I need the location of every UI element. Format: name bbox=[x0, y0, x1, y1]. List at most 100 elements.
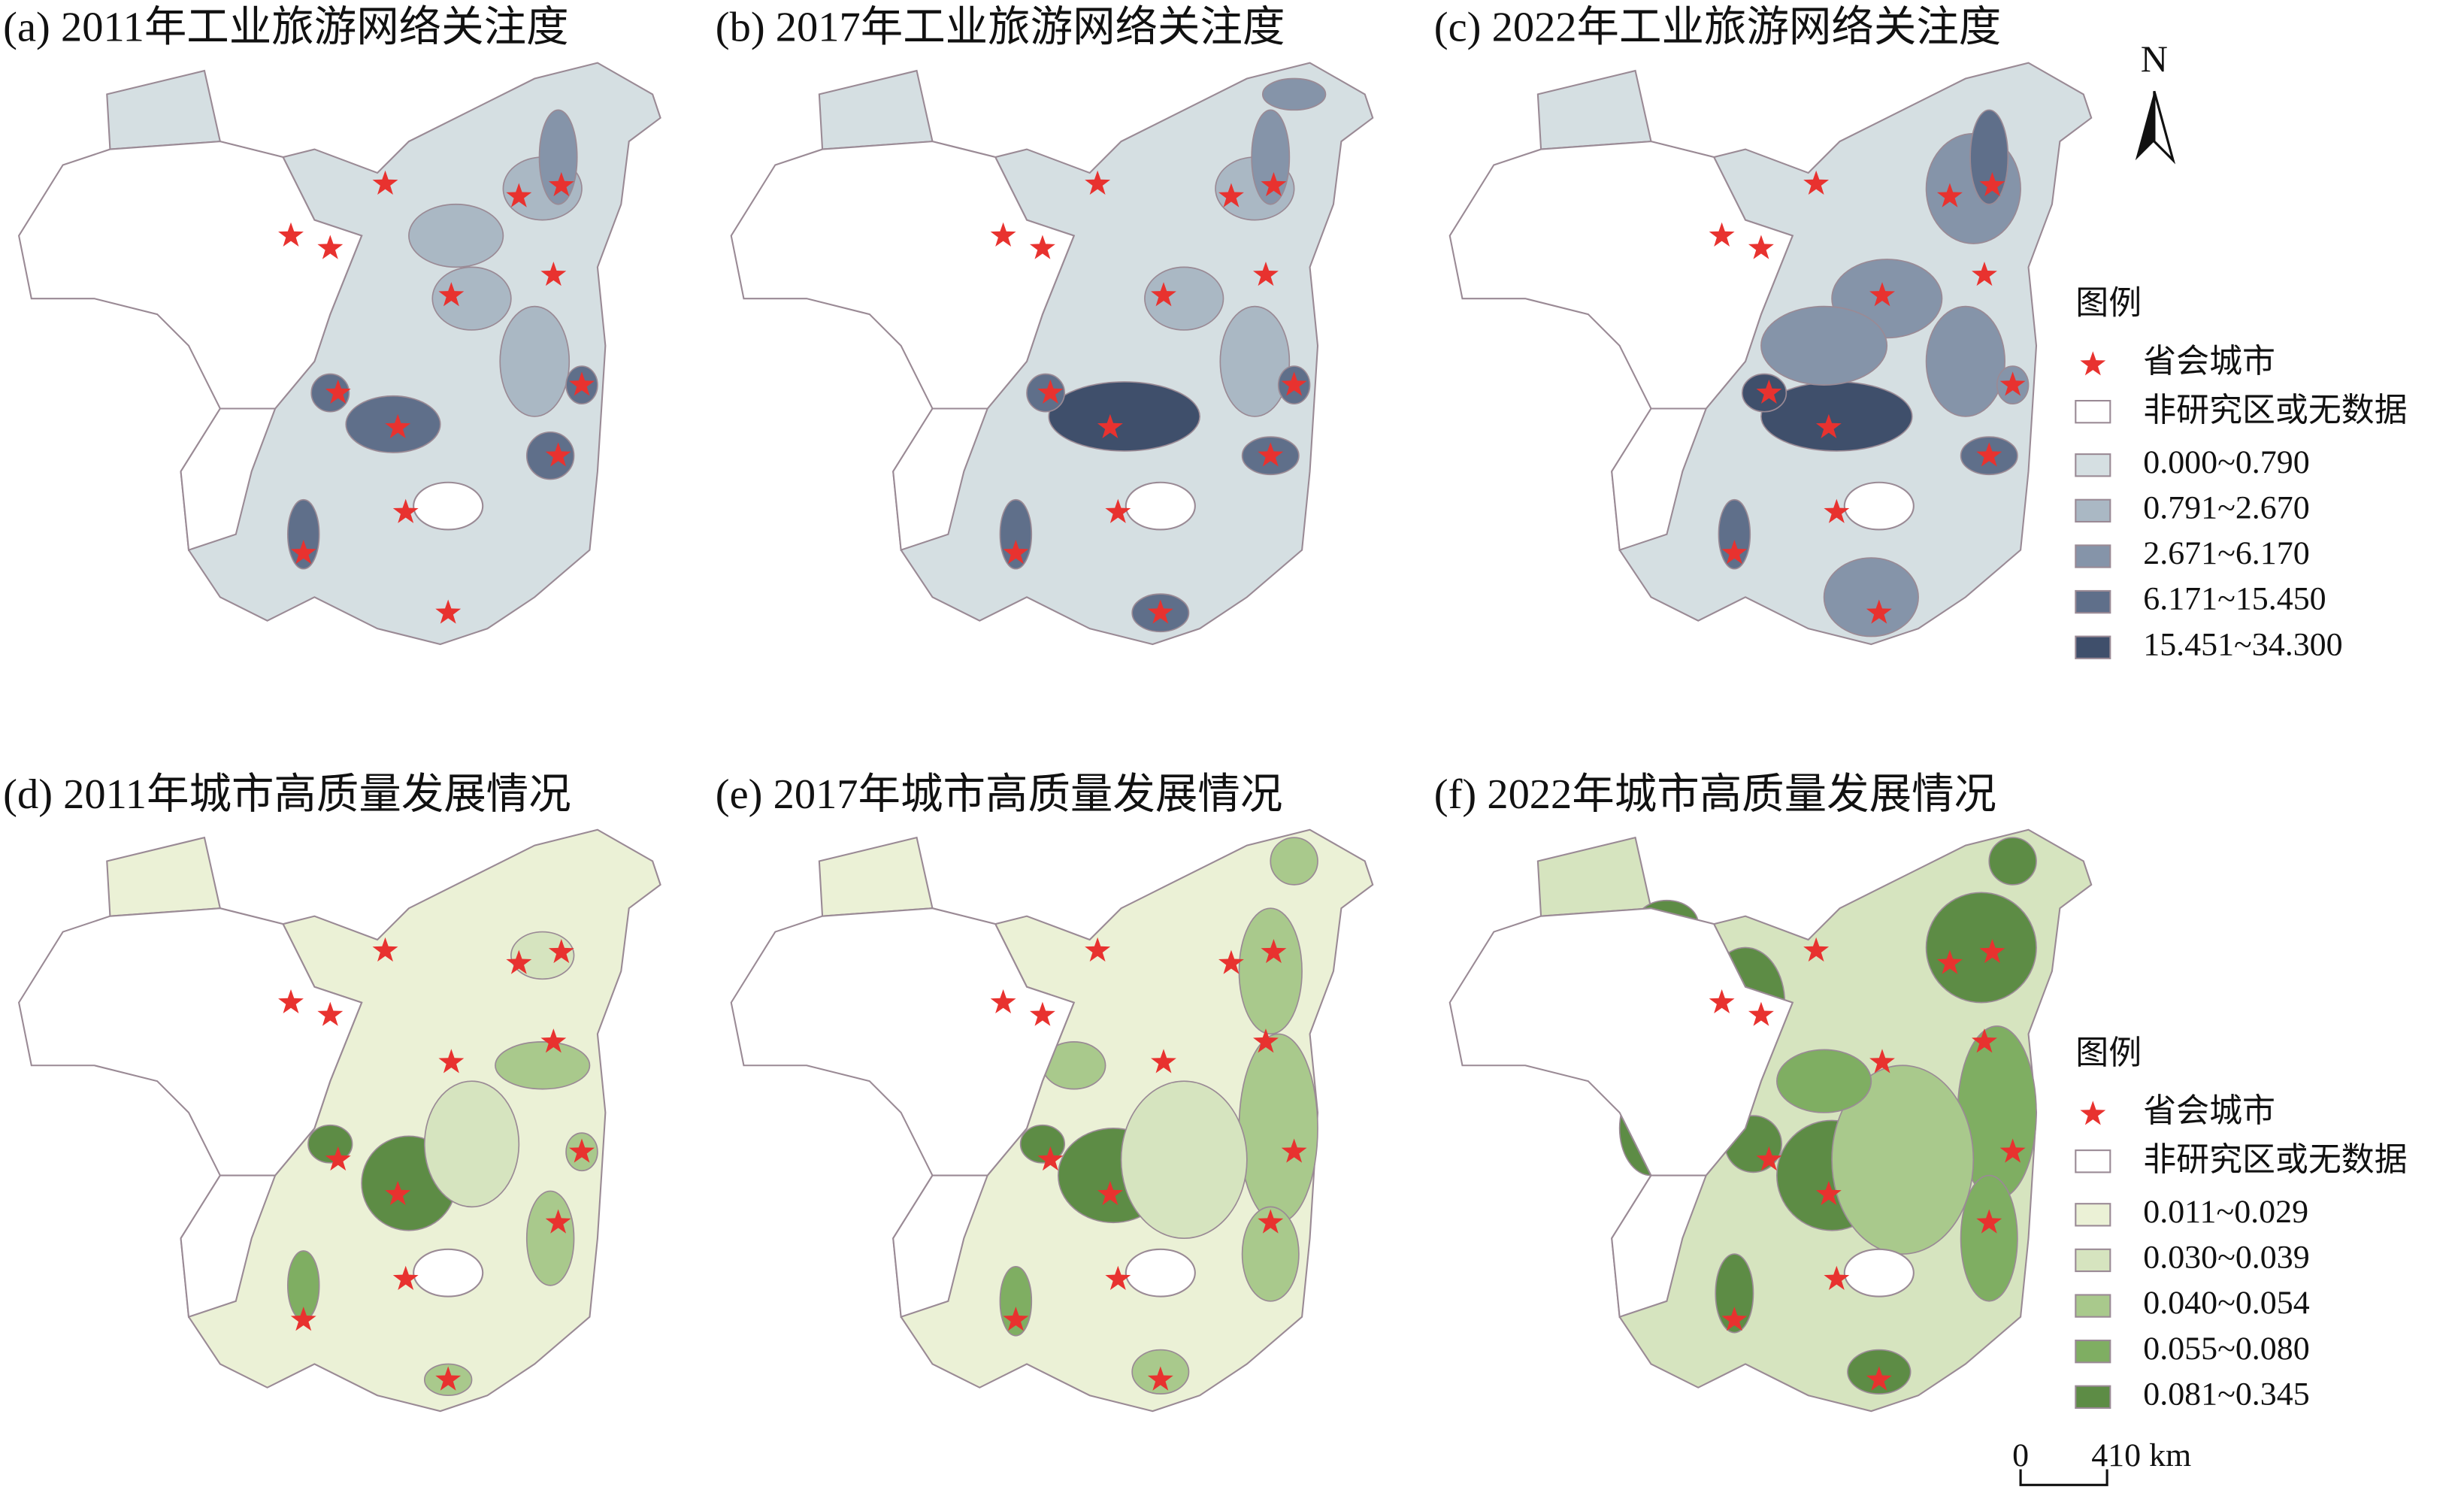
region bbox=[999, 1265, 1033, 1337]
capital-star bbox=[1037, 1146, 1064, 1171]
region bbox=[307, 1124, 353, 1164]
capital-star bbox=[1097, 413, 1123, 438]
capital-star bbox=[1281, 1138, 1307, 1163]
region bbox=[423, 1080, 520, 1208]
region bbox=[495, 1041, 591, 1090]
scale-bar-line bbox=[2019, 1469, 2108, 1486]
non-study-area bbox=[730, 907, 1076, 1177]
capital-star bbox=[1869, 282, 1895, 307]
non-study-area bbox=[180, 407, 277, 552]
panel-title: (e) 2017年城市高质量发展情况 bbox=[716, 771, 1282, 818]
capital-star bbox=[1709, 222, 1735, 247]
panel-title: (c) 2022年工业旅游网络关注度 bbox=[1434, 5, 2001, 51]
legend-label: 非研究区或无数据 bbox=[2143, 1141, 2407, 1178]
legend-label: 0.081~0.345 bbox=[2143, 1376, 2309, 1412]
capital-star bbox=[435, 1366, 462, 1391]
legend-label: 0.791~2.670 bbox=[2143, 489, 2309, 525]
legend-title: 图例 bbox=[2075, 1035, 2142, 1071]
capital-star bbox=[1721, 540, 1748, 565]
legend-swatch bbox=[2075, 635, 2111, 659]
capital-star bbox=[1218, 949, 1244, 974]
non-study-area bbox=[1125, 481, 1196, 531]
region bbox=[1219, 305, 1291, 417]
capital-star bbox=[1253, 1028, 1279, 1053]
capital-star bbox=[1748, 235, 1774, 259]
capital-star bbox=[435, 599, 462, 624]
scale-bar: 0 410 km bbox=[2012, 1437, 2191, 1486]
north-label: N bbox=[2141, 38, 2168, 80]
legend-swatch bbox=[2075, 1248, 2111, 1273]
capital-star bbox=[1721, 1307, 1748, 1331]
non-study-area bbox=[413, 1248, 484, 1298]
non-study-area bbox=[1611, 407, 1708, 552]
capital-star bbox=[1824, 498, 1850, 523]
legend-swatch bbox=[2075, 589, 2111, 614]
non-study-area bbox=[892, 407, 989, 552]
capital-star bbox=[317, 235, 344, 259]
capital-star bbox=[569, 371, 595, 396]
capital-star bbox=[1815, 413, 1842, 438]
region bbox=[1823, 557, 1919, 637]
capital-star bbox=[1979, 938, 2005, 964]
capital-star bbox=[1147, 1366, 1173, 1391]
capital-star bbox=[392, 1265, 419, 1290]
capital-star bbox=[372, 937, 398, 962]
capital-star bbox=[1258, 1209, 1284, 1234]
region bbox=[408, 203, 504, 268]
legend-swatch bbox=[2075, 1203, 2111, 1227]
capital-star bbox=[1972, 1028, 1997, 1053]
legend-swatch bbox=[2075, 544, 2111, 568]
capital-star bbox=[1756, 379, 1782, 404]
legend-title: 图例 bbox=[2075, 286, 2142, 322]
region bbox=[538, 109, 578, 205]
capital-star bbox=[1815, 1180, 1842, 1206]
region bbox=[1760, 305, 1888, 386]
north-arrow-right bbox=[2153, 90, 2176, 165]
region bbox=[1270, 837, 1318, 886]
region bbox=[1925, 892, 2037, 1004]
non-study-area bbox=[17, 907, 363, 1177]
capital-star bbox=[1976, 442, 2002, 467]
capital-star bbox=[438, 282, 465, 307]
capital-star bbox=[1151, 1049, 1176, 1074]
non-study-area bbox=[892, 1174, 989, 1319]
region bbox=[310, 373, 350, 413]
capital-star bbox=[1972, 262, 1997, 286]
non-study-area bbox=[1448, 141, 1794, 410]
region bbox=[1261, 77, 1327, 111]
legend-swatch bbox=[2075, 1340, 2111, 1364]
capital-star bbox=[290, 540, 316, 565]
capital-star bbox=[540, 1028, 567, 1053]
capital-star bbox=[290, 1307, 316, 1331]
capital-star bbox=[317, 1001, 344, 1026]
capital-star bbox=[548, 171, 574, 197]
map-panel: (f) 2022年城市高质量发展情况 bbox=[1434, 771, 2093, 1413]
capital-star bbox=[1258, 442, 1284, 467]
capital-star bbox=[325, 379, 351, 404]
legend-swatch bbox=[2075, 1385, 2111, 1409]
non-study-area bbox=[180, 1174, 277, 1319]
legend-label: 0.055~0.080 bbox=[2143, 1331, 2309, 1367]
region bbox=[431, 266, 512, 331]
capital-star bbox=[506, 183, 532, 207]
capital-star bbox=[1979, 171, 2005, 197]
region bbox=[1238, 907, 1303, 1035]
legend-label: 0.030~0.039 bbox=[2143, 1240, 2309, 1276]
capital-star bbox=[569, 1138, 595, 1163]
north-arrow: N bbox=[2135, 38, 2176, 165]
north-arrow-left bbox=[2135, 91, 2154, 161]
region bbox=[1776, 1049, 1872, 1113]
capital-star bbox=[1029, 235, 1055, 259]
capital-star bbox=[1003, 1307, 1029, 1331]
capital-star bbox=[1803, 937, 1830, 962]
capital-star bbox=[278, 989, 304, 1014]
region bbox=[1715, 1253, 1754, 1334]
capital-star bbox=[1866, 1366, 1892, 1391]
non-study-area bbox=[1611, 1174, 1708, 1319]
capital-star bbox=[385, 1180, 411, 1206]
region bbox=[510, 931, 575, 980]
region bbox=[1251, 109, 1291, 205]
capital-star bbox=[1253, 262, 1279, 286]
